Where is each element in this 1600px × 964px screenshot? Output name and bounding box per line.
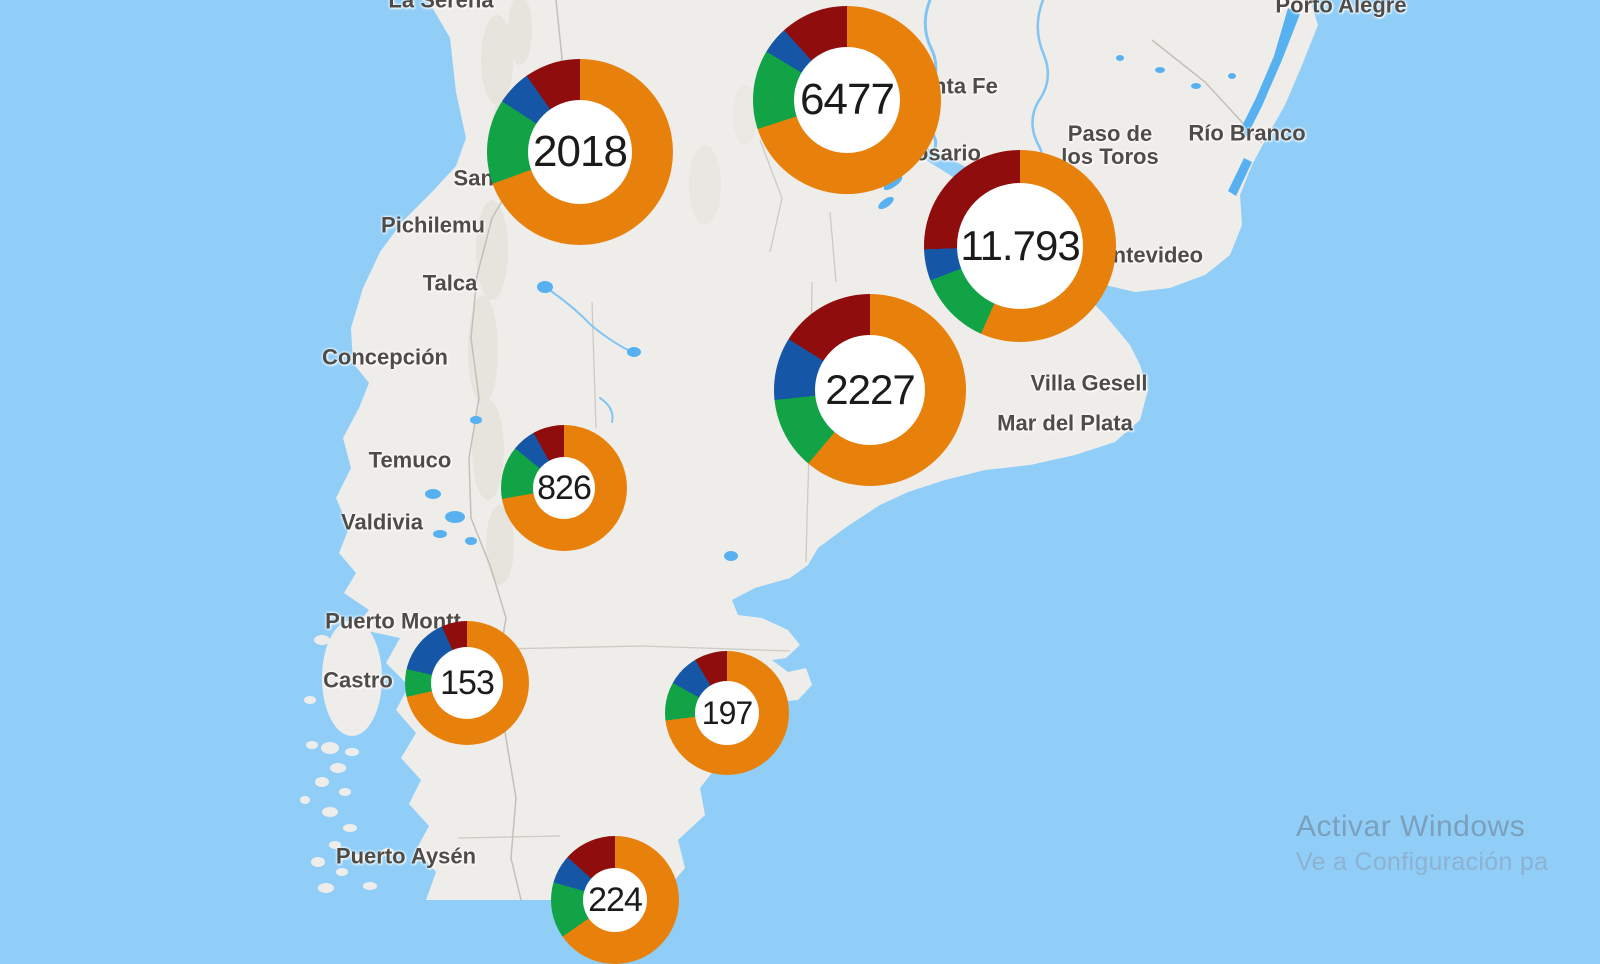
donut-value: 6477 — [800, 75, 895, 124]
lagoa-dos-patos — [1238, 8, 1300, 138]
donut-hole: 2018 — [528, 100, 632, 204]
donut-chart-224[interactable]: 224 — [551, 836, 679, 964]
donut-value: 2227 — [825, 366, 915, 413]
donut-hole: 6477 — [794, 47, 900, 153]
province-borders — [457, 139, 837, 839]
donut-hole: 224 — [583, 868, 647, 932]
donut-value: 153 — [440, 664, 495, 702]
chilean-islands — [300, 620, 394, 893]
donut-chart-2018[interactable]: 2018 — [487, 59, 673, 245]
donut-chart-826[interactable]: 826 — [501, 425, 627, 551]
donut-value: 224 — [588, 881, 643, 919]
donut-value: 11.793 — [960, 222, 1080, 269]
donut-hole: 826 — [533, 457, 595, 519]
relief-shading — [468, 0, 757, 585]
donut-hole: 153 — [431, 647, 503, 719]
donut-value: 826 — [537, 469, 592, 507]
donut-chart-197[interactable]: 197 — [665, 651, 789, 775]
donut-chart-153[interactable]: 153 — [405, 621, 529, 745]
donut-chart-6477[interactable]: 6477 — [753, 6, 941, 194]
donut-value: 197 — [701, 695, 753, 731]
donut-hole: 11.793 — [957, 183, 1083, 309]
donut-chart-2227[interactable]: 2227 — [774, 294, 966, 486]
donut-value: 2018 — [533, 127, 628, 176]
donut-hole: 197 — [695, 681, 759, 745]
lagoa-mirim — [1228, 158, 1252, 196]
donut-chart-11.793[interactable]: 11.793 — [924, 150, 1116, 342]
lakes — [408, 8, 1300, 719]
watermark-line2: Ve a Configuración pa — [1296, 848, 1549, 876]
donut-hole: 2227 — [815, 335, 925, 445]
windows-activation-watermark: Activar Windows Ve a Configuración pa — [1296, 810, 1548, 877]
watermark-line1: Activar Windows — [1296, 810, 1526, 843]
